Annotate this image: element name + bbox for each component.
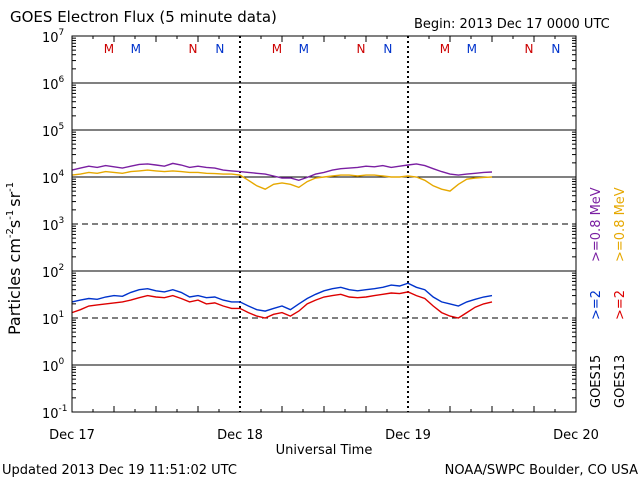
y-tick-label: 101 xyxy=(42,310,64,328)
x-tick-label: Dec 18 xyxy=(217,428,263,443)
mn-marker: N xyxy=(188,42,197,56)
y-tick-label: 105 xyxy=(42,122,64,140)
y-tick-labels: 107 106 105 104 103 102 101 100 10-1 xyxy=(42,28,68,422)
updated-timestamp: Updated 2013 Dec 19 11:51:02 UTC xyxy=(2,463,237,478)
mn-marker: N xyxy=(215,42,224,56)
legend-entry: GOES13 xyxy=(613,355,628,408)
grid-layer xyxy=(72,36,576,412)
y-tick-label: 104 xyxy=(42,169,65,187)
y-axis-label: Particles cm-2s-1sr-1 xyxy=(5,182,24,335)
mn-marker: M xyxy=(104,42,114,56)
mn-marker: M xyxy=(272,42,282,56)
credit-label: NOAA/SWPC Boulder, CO USA xyxy=(445,463,638,478)
plot-frame xyxy=(71,35,577,413)
x-tick-labels: Dec 17 Dec 18 Dec 19 Dec 20 xyxy=(49,428,599,443)
series-line xyxy=(71,291,493,319)
legend-entry: >=0.8 MeV xyxy=(613,187,628,262)
mn-marker: M xyxy=(131,42,141,56)
y-tick-label: 103 xyxy=(42,216,64,234)
mn-marker: N xyxy=(356,42,365,56)
mn-marker: M xyxy=(467,42,477,56)
series-line xyxy=(71,282,493,312)
y-tick-label: 10-1 xyxy=(42,404,68,422)
mn-marker: M xyxy=(299,42,309,56)
mn-marker: N xyxy=(383,42,392,56)
series-line xyxy=(71,169,493,192)
y-tick-label: 107 xyxy=(42,28,64,46)
legend-entry: GOES15 xyxy=(589,355,604,408)
series-line xyxy=(71,162,493,182)
legend-entry: >=2 xyxy=(589,290,604,320)
begin-label: Begin: 2013 Dec 17 0000 UTC xyxy=(414,17,610,32)
y-tick-label: 102 xyxy=(42,263,64,281)
x-tick-label: Dec 17 xyxy=(49,428,95,443)
mn-marker: N xyxy=(524,42,533,56)
chart-title: GOES Electron Flux (5 minute data) xyxy=(10,8,277,26)
series-layer xyxy=(71,162,493,319)
y-tick-label: 100 xyxy=(42,357,65,375)
x-tick-label: Dec 20 xyxy=(553,428,599,443)
mn-marker: M xyxy=(440,42,450,56)
x-axis-label: Universal Time xyxy=(276,443,373,458)
x-tick-label: Dec 19 xyxy=(385,428,431,443)
legend-entry: >=0.8 MeV xyxy=(589,187,604,262)
mn-marker: N xyxy=(551,42,560,56)
legend-entry: >=2 xyxy=(613,290,628,320)
y-tick-label: 106 xyxy=(42,75,65,93)
series-legend: >=0.8 MeV >=2 GOES15 >=0.8 MeV >=2 GOES13 xyxy=(589,187,628,408)
